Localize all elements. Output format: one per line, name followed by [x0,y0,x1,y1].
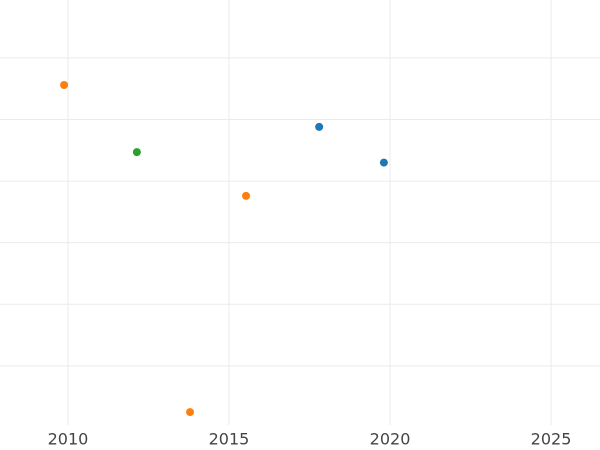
point [60,81,69,89]
x-tick-label: 2020 [370,430,411,449]
x-tick-label: 2025 [531,430,572,449]
x-tick-label: 2010 [48,430,89,449]
point [242,191,251,200]
point [132,148,141,157]
point [379,158,388,167]
x-tick-label: 2015 [209,430,250,449]
point [186,408,195,417]
point [315,122,324,131]
